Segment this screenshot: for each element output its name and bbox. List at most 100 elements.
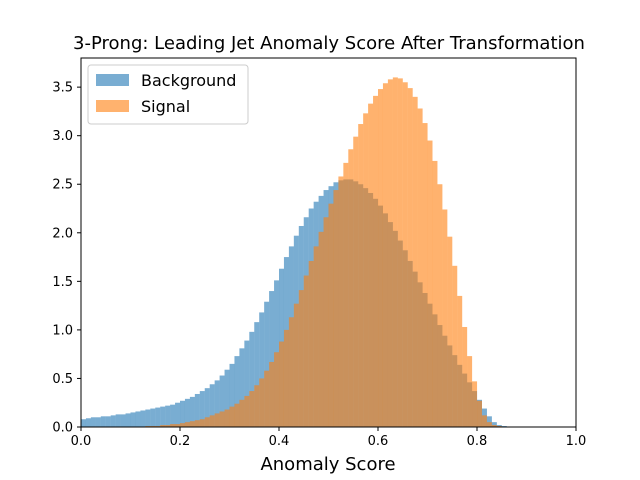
signal-bar xyxy=(382,83,388,427)
signal-bar xyxy=(447,236,453,427)
signal-bar xyxy=(254,385,260,427)
x-axis-title: Anomaly Score xyxy=(260,454,395,475)
y-tick-label: 2.0 xyxy=(52,226,73,241)
x-tick-label: 0.4 xyxy=(269,434,290,449)
signal-bar xyxy=(378,89,383,427)
signal-bar xyxy=(343,162,349,427)
signal-bar xyxy=(239,399,245,427)
chart-title: 3-Prong: Leading Jet Anomaly Score After… xyxy=(73,33,585,54)
x-tick-label: 0.6 xyxy=(368,434,389,449)
y-tick-label: 0.0 xyxy=(52,421,73,436)
signal-bar xyxy=(165,425,171,427)
signal-bar xyxy=(462,326,468,427)
signal-bar xyxy=(293,303,299,427)
x-tick-label: 1.0 xyxy=(566,434,587,449)
background-bar xyxy=(189,396,195,427)
signal-bar xyxy=(199,419,205,427)
background-bar xyxy=(90,417,96,427)
legend: Background Signal xyxy=(87,64,249,125)
signal-bar xyxy=(318,231,324,427)
x-tick-label: 0.8 xyxy=(467,434,488,449)
background-bar xyxy=(209,384,215,427)
y-tick-label: 0.5 xyxy=(52,372,73,387)
background-bar xyxy=(135,411,141,427)
signal-bar xyxy=(249,391,255,427)
background-bar xyxy=(130,412,136,427)
signal-bar xyxy=(170,424,176,427)
signal-bar xyxy=(427,140,433,428)
signal-bar xyxy=(175,424,181,427)
signal-bar xyxy=(269,361,275,427)
signal-bar xyxy=(338,176,344,427)
background-bar xyxy=(194,393,200,427)
background-bar xyxy=(95,417,101,427)
y-tick-label: 1.5 xyxy=(52,275,73,290)
background-bar xyxy=(239,348,245,427)
signal-bar xyxy=(209,415,215,427)
y-tick-label: 3.5 xyxy=(52,81,73,96)
x-tick-label: 0.2 xyxy=(170,434,191,449)
signal-bar xyxy=(259,378,265,427)
signal-bar xyxy=(288,317,294,427)
bars-layer xyxy=(81,77,507,428)
background-bar xyxy=(140,410,146,427)
legend-swatch-signal xyxy=(96,100,129,112)
signal-bar xyxy=(274,352,280,427)
signal-bar xyxy=(397,78,403,427)
background-bar xyxy=(264,301,270,427)
background-bar xyxy=(170,404,176,427)
signal-bar xyxy=(457,295,463,427)
signal-bar xyxy=(194,420,200,427)
signal-bar xyxy=(368,103,374,427)
signal-bar xyxy=(308,260,314,427)
signal-bar xyxy=(452,265,458,427)
ticks-layer: 0.0 0.2 0.4 0.6 0.8 1.0 0.0 0.5 1.0 1.5 2.0 2.5 3.0 3… xyxy=(52,81,586,449)
background-bar xyxy=(259,312,265,427)
background-bar xyxy=(269,291,275,427)
background-bar xyxy=(145,409,151,427)
signal-bar xyxy=(244,395,250,427)
background-bar xyxy=(110,415,116,427)
signal-bar xyxy=(333,190,339,427)
background-bar xyxy=(254,322,260,427)
signal-bar xyxy=(407,88,413,427)
background-bar xyxy=(249,331,255,427)
background-bar xyxy=(486,416,492,427)
signal-bar xyxy=(432,160,438,427)
signal-bar xyxy=(184,422,190,427)
background-bar xyxy=(234,356,240,427)
background-bar xyxy=(120,414,126,427)
signal-bar xyxy=(392,77,398,428)
background-bar xyxy=(229,363,235,427)
background-bar xyxy=(244,340,250,427)
plot-frame xyxy=(80,57,577,428)
signal-bar xyxy=(422,123,428,427)
signal-bar xyxy=(481,415,487,427)
legend-label-signal: Signal xyxy=(141,97,190,116)
signal-bar xyxy=(234,403,240,427)
signal-bar xyxy=(180,423,185,427)
signal-bar xyxy=(229,406,235,427)
signal-bar xyxy=(204,417,210,427)
signal-bar xyxy=(437,184,443,427)
signal-bar xyxy=(467,356,473,427)
background-bar xyxy=(199,391,205,427)
background-bar xyxy=(180,400,185,427)
background-bar xyxy=(224,369,230,427)
background-bar xyxy=(184,398,190,427)
signal-bar xyxy=(486,422,492,427)
signal-bar xyxy=(402,82,408,427)
signal-bar xyxy=(328,203,334,427)
signal-bar xyxy=(353,136,359,427)
signal-bar xyxy=(279,341,284,427)
signal-bar xyxy=(477,400,482,427)
signal-bar xyxy=(283,329,289,427)
background-bar xyxy=(219,375,225,427)
signal-bar xyxy=(264,370,270,427)
background-bar xyxy=(125,413,131,427)
signal-bar xyxy=(298,290,304,427)
signal-bar xyxy=(472,381,478,427)
signal-bar xyxy=(224,409,230,427)
signal-bar xyxy=(363,113,369,427)
signal-bar xyxy=(373,95,379,428)
